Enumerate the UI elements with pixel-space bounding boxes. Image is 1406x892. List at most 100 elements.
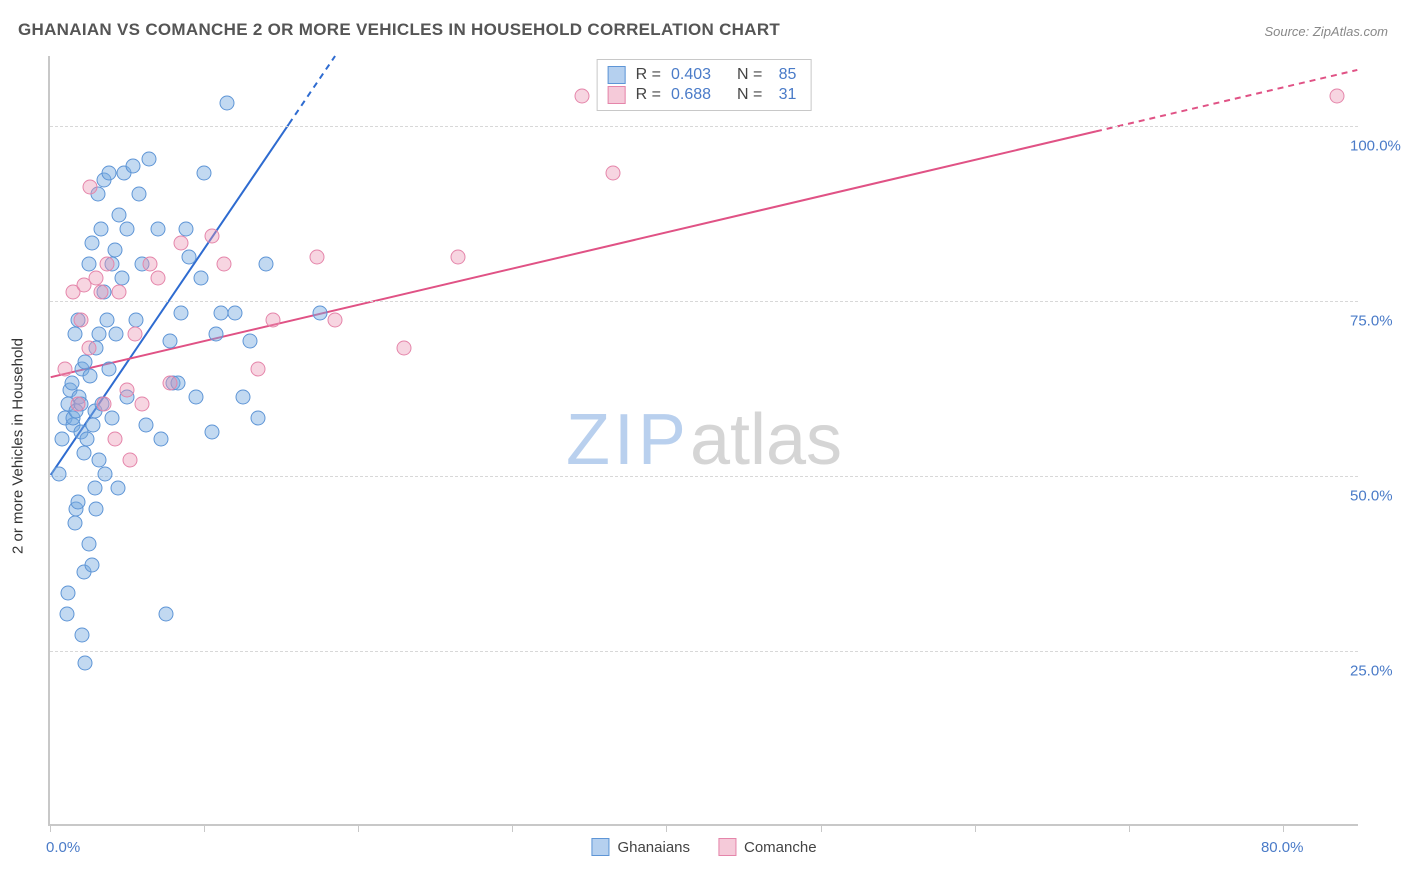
- data-point: [605, 166, 620, 181]
- data-point: [574, 89, 589, 104]
- data-point: [204, 425, 219, 440]
- data-point: [235, 390, 250, 405]
- data-point: [158, 607, 173, 622]
- data-point: [100, 313, 115, 328]
- data-point: [104, 411, 119, 426]
- gridline-h: [50, 476, 1358, 477]
- legend-label-0: Ghanaians: [617, 839, 690, 856]
- legend-stats: R = 0.403 N = 85 R = 0.688 N = 31: [597, 59, 812, 111]
- legend-swatch-blue: [608, 66, 626, 84]
- data-point: [79, 432, 94, 447]
- data-point: [98, 467, 113, 482]
- x-tick: [975, 824, 976, 832]
- data-point: [76, 446, 91, 461]
- data-point: [61, 586, 76, 601]
- data-point: [73, 313, 88, 328]
- data-point: [178, 222, 193, 237]
- data-point: [189, 390, 204, 405]
- data-point: [84, 558, 99, 573]
- x-tick: [1283, 824, 1284, 832]
- data-point: [100, 257, 115, 272]
- data-point: [55, 432, 70, 447]
- data-point: [101, 166, 116, 181]
- legend-item-1: Comanche: [718, 838, 817, 856]
- data-point: [115, 271, 130, 286]
- data-point: [266, 313, 281, 328]
- data-point: [52, 467, 67, 482]
- x-tick: [204, 824, 205, 832]
- data-point: [93, 222, 108, 237]
- chart-title: GHANAIAN VS COMANCHE 2 OR MORE VEHICLES …: [18, 20, 780, 40]
- data-point: [258, 257, 273, 272]
- trend-line-dashed: [1096, 70, 1357, 131]
- data-point: [312, 306, 327, 321]
- data-point: [397, 341, 412, 356]
- data-point: [59, 607, 74, 622]
- data-point: [214, 306, 229, 321]
- data-point: [153, 432, 168, 447]
- data-point: [78, 355, 93, 370]
- data-point: [89, 502, 104, 517]
- y-tick-label: 25.0%: [1350, 663, 1406, 680]
- data-point: [129, 313, 144, 328]
- data-point: [81, 257, 96, 272]
- data-point: [101, 362, 116, 377]
- data-point: [70, 397, 85, 412]
- chart-source: Source: ZipAtlas.com: [1264, 24, 1388, 39]
- legend-n-value-0: 85: [772, 66, 796, 84]
- legend-n-label: N =: [737, 66, 762, 84]
- data-point: [204, 229, 219, 244]
- x-tick-label: 80.0%: [1261, 839, 1304, 856]
- legend-stats-row-1: R = 0.688 N = 31: [608, 86, 797, 104]
- data-point: [109, 327, 124, 342]
- data-point: [181, 250, 196, 265]
- watermark: ZIPatlas: [566, 399, 842, 481]
- data-point: [141, 152, 156, 167]
- x-tick: [1129, 824, 1130, 832]
- data-point: [150, 271, 165, 286]
- data-point: [227, 306, 242, 321]
- data-point: [92, 453, 107, 468]
- data-point: [209, 327, 224, 342]
- data-point: [120, 383, 135, 398]
- x-tick: [50, 824, 51, 832]
- data-point: [123, 453, 138, 468]
- data-point: [251, 362, 266, 377]
- data-point: [67, 327, 82, 342]
- legend-n-label: N =: [737, 86, 762, 104]
- legend-r-label: R =: [636, 86, 661, 104]
- data-point: [81, 341, 96, 356]
- data-point: [92, 327, 107, 342]
- legend-r-label: R =: [636, 66, 661, 84]
- y-tick-label: 50.0%: [1350, 488, 1406, 505]
- y-tick-label: 100.0%: [1350, 138, 1406, 155]
- data-point: [67, 516, 82, 531]
- data-point: [107, 432, 122, 447]
- legend-r-value-1: 0.688: [671, 86, 711, 104]
- data-point: [451, 250, 466, 265]
- data-point: [89, 271, 104, 286]
- data-point: [78, 656, 93, 671]
- x-tick: [821, 824, 822, 832]
- gridline-h: [50, 126, 1358, 127]
- data-point: [64, 376, 79, 391]
- y-axis-title: 2 or more Vehicles in Household: [10, 338, 27, 554]
- legend-n-value-1: 31: [772, 86, 796, 104]
- x-tick-label: 0.0%: [46, 839, 80, 856]
- data-point: [84, 236, 99, 251]
- data-point: [127, 327, 142, 342]
- data-point: [138, 418, 153, 433]
- data-point: [163, 376, 178, 391]
- data-point: [107, 243, 122, 258]
- legend-swatch-pink: [718, 838, 736, 856]
- data-point: [110, 481, 125, 496]
- legend-item-0: Ghanaians: [591, 838, 690, 856]
- x-tick: [666, 824, 667, 832]
- data-point: [1329, 89, 1344, 104]
- data-point: [58, 362, 73, 377]
- data-point: [217, 257, 232, 272]
- legend-stats-row-0: R = 0.403 N = 85: [608, 66, 797, 84]
- gridline-h: [50, 651, 1358, 652]
- data-point: [135, 397, 150, 412]
- data-point: [120, 222, 135, 237]
